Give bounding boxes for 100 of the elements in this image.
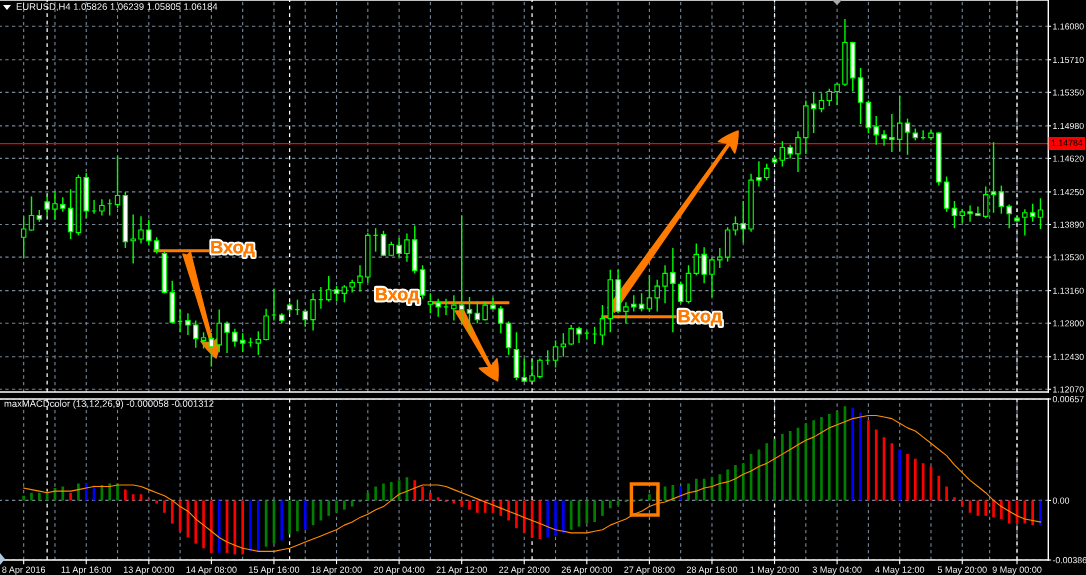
candlestick	[537, 357, 543, 380]
x-tick-label: 26 Apr 00:00	[561, 566, 613, 575]
bar	[812, 420, 815, 501]
bar	[648, 494, 651, 501]
candlestick	[881, 129, 887, 147]
candlestick	[498, 305, 504, 334]
bar	[296, 500, 299, 532]
bar	[155, 500, 158, 504]
candlestick	[1029, 203, 1036, 223]
bar	[163, 500, 166, 513]
candlestick	[146, 219, 152, 247]
y-tick-label: 1.13160	[1053, 287, 1084, 294]
x-tick-label: 27 Apr 08:00	[624, 566, 675, 575]
bar	[374, 486, 377, 501]
chart-title: maxMACDcolor (13,12,26,9) -0.000058 -0.001312	[4, 400, 214, 409]
candlestick	[552, 339, 559, 369]
chart-title: EURUSD,H4 1.05826 1.06239 1.05805 1.06184	[16, 3, 218, 12]
candlestick	[709, 256, 715, 298]
bar	[389, 481, 393, 501]
y-tick-label: -0.00386	[1052, 557, 1086, 564]
candlestick	[967, 204, 973, 223]
bar	[726, 469, 729, 501]
y-tick-label: 1.16080	[1053, 23, 1084, 30]
x-tick-label: 11 Apr 16:00	[61, 566, 112, 575]
bar	[515, 500, 518, 529]
bar	[827, 413, 831, 501]
bar	[77, 483, 80, 501]
candlestick	[474, 300, 481, 324]
candlestick	[701, 246, 707, 285]
y-tick-label: 1.14980	[1053, 122, 1084, 130]
bar	[37, 492, 41, 501]
candlestick	[67, 188, 74, 240]
bar	[460, 500, 464, 507]
annotation: Вход	[376, 287, 420, 304]
bar	[687, 483, 690, 501]
candlestick	[975, 205, 981, 218]
candlestick	[52, 190, 58, 221]
bar	[765, 443, 769, 501]
candlestick	[904, 117, 911, 156]
bar	[914, 458, 917, 501]
annotation: Вход	[678, 309, 722, 326]
candlestick	[670, 247, 676, 333]
bar	[22, 495, 26, 501]
candlestick	[357, 264, 363, 293]
candlestick	[623, 301, 629, 324]
candlestick	[310, 292, 316, 332]
bar	[562, 500, 565, 533]
bar	[280, 500, 284, 541]
candlestick	[982, 185, 989, 219]
candlestick	[208, 332, 215, 368]
candlestick	[568, 324, 574, 346]
x-tick-label: 18 Apr 20:00	[311, 566, 362, 575]
candlestick	[193, 319, 199, 349]
bar	[131, 494, 135, 501]
candlestick	[810, 91, 817, 134]
bar	[202, 500, 205, 549]
y-tick-label: 1.12430	[1053, 353, 1084, 360]
candlestick	[435, 298, 441, 318]
bar	[781, 434, 784, 501]
candlestick	[263, 308, 269, 342]
x-tick-label: 14 Apr 08:00	[186, 566, 237, 575]
bar	[898, 449, 902, 501]
bar	[867, 420, 870, 501]
bar	[679, 486, 683, 501]
bar	[788, 430, 792, 501]
bar	[61, 486, 65, 501]
candlestick	[654, 279, 660, 313]
bar	[84, 483, 88, 501]
y-tick-label: 0.00	[1052, 497, 1070, 504]
bar	[1000, 500, 1003, 519]
candlestick	[396, 237, 402, 258]
candlestick	[216, 308, 222, 353]
bar	[585, 500, 589, 524]
candlestick	[451, 294, 457, 322]
x-tick-label: 1 May 20:00	[750, 566, 800, 575]
y-tick-label: 1.12800	[1053, 320, 1084, 327]
candlestick	[896, 95, 903, 152]
bar	[194, 500, 198, 544]
candlestick	[779, 140, 786, 168]
bar	[546, 500, 550, 538]
bar	[608, 500, 612, 509]
y-tick-label: 1.15350	[1053, 89, 1084, 96]
candlestick	[255, 330, 262, 356]
bar	[554, 500, 557, 536]
candlestick	[427, 292, 434, 314]
candlestick	[1022, 208, 1028, 237]
bar	[124, 489, 127, 501]
bar	[429, 492, 432, 501]
candlestick	[458, 214, 465, 324]
candlestick	[834, 82, 840, 106]
bar	[992, 500, 995, 518]
x-tick-label: 28 Apr 16:00	[686, 566, 738, 575]
bar	[851, 407, 855, 501]
bar	[945, 486, 948, 501]
bar	[937, 475, 941, 501]
bar	[256, 500, 260, 552]
bar	[820, 417, 823, 501]
bar	[741, 463, 745, 501]
bar	[522, 500, 526, 533]
bar	[874, 429, 878, 501]
